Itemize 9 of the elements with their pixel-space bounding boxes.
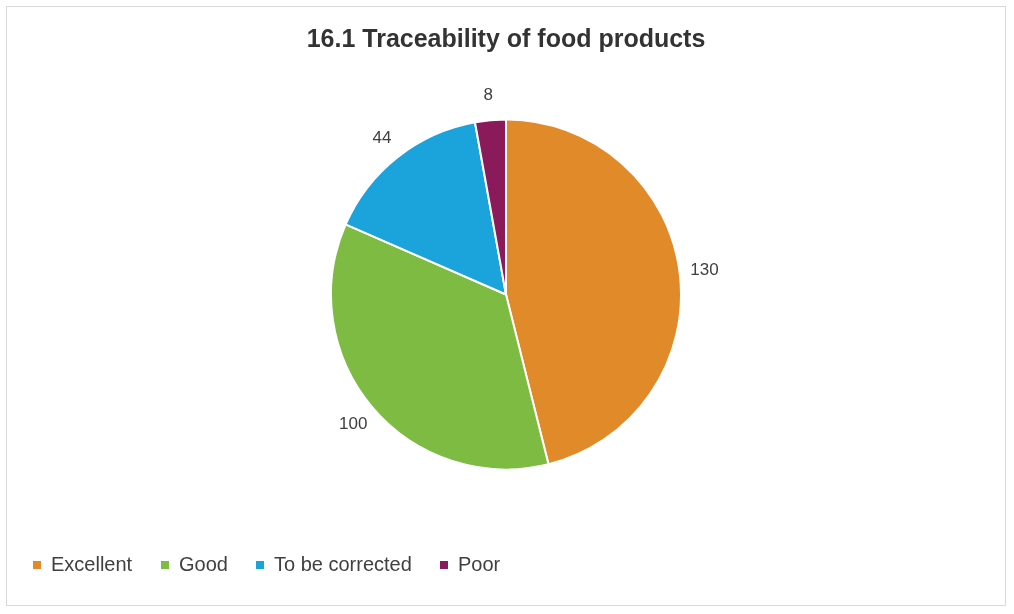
legend-label: Good <box>179 553 228 575</box>
data-label: 44 <box>372 127 392 147</box>
data-label: 8 <box>483 85 493 105</box>
chart-title: 16.1 Traceability of food products <box>306 24 706 52</box>
legend-label: To be corrected <box>274 553 412 575</box>
data-label: 100 <box>339 413 368 433</box>
data-label: 130 <box>690 260 719 280</box>
legend-label: Poor <box>458 553 501 575</box>
legend-label: Excellent <box>51 553 133 575</box>
